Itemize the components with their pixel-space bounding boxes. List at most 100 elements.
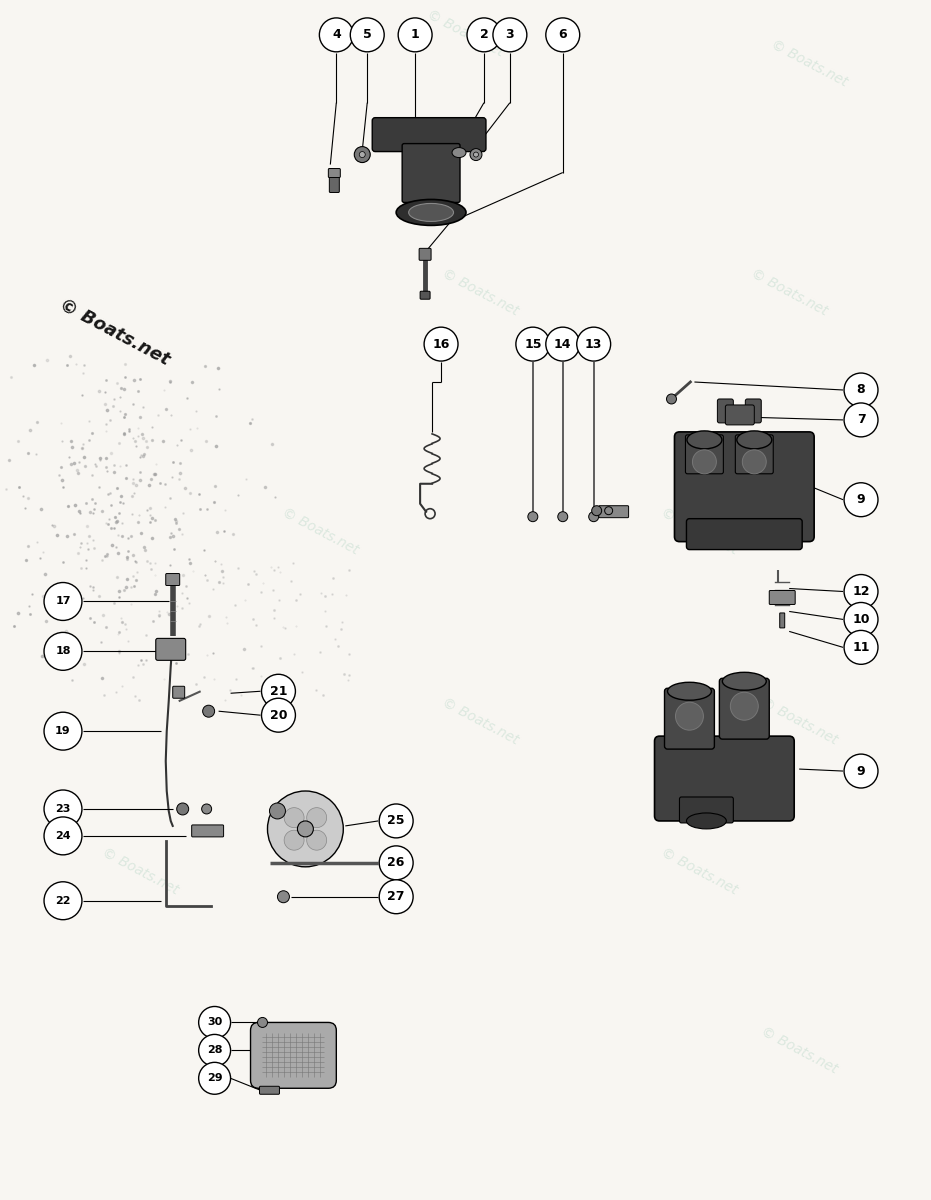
- Point: [111, 624, 126, 643]
- Point: [2, 450, 17, 469]
- Point: [152, 605, 167, 624]
- Text: © Boats.net: © Boats.net: [279, 505, 361, 558]
- Point: [133, 470, 148, 490]
- Point: [129, 562, 144, 581]
- Point: [165, 468, 180, 487]
- Point: [99, 401, 114, 420]
- Point: [79, 534, 94, 553]
- Circle shape: [576, 328, 611, 361]
- Point: [277, 618, 292, 637]
- Circle shape: [198, 1007, 231, 1038]
- Circle shape: [262, 674, 295, 708]
- Point: [55, 553, 70, 572]
- Point: [163, 372, 178, 391]
- Point: [111, 524, 126, 544]
- Point: [0, 480, 13, 499]
- Point: [133, 408, 148, 427]
- Point: [27, 355, 42, 374]
- Point: [242, 413, 257, 432]
- Point: [192, 616, 207, 635]
- Point: [124, 504, 139, 523]
- Text: © Boats.net: © Boats.net: [425, 7, 506, 59]
- Point: [228, 595, 243, 614]
- Point: [72, 502, 87, 521]
- Point: [162, 372, 177, 391]
- Point: [193, 614, 208, 634]
- Point: [192, 500, 207, 520]
- Point: [342, 666, 357, 685]
- FancyBboxPatch shape: [419, 248, 431, 260]
- Point: [87, 538, 101, 557]
- Point: [136, 428, 151, 448]
- Point: [185, 562, 200, 581]
- Point: [124, 527, 139, 546]
- Point: [73, 644, 88, 664]
- Point: [74, 385, 89, 404]
- Point: [253, 637, 268, 656]
- Point: [73, 503, 88, 522]
- Point: [272, 590, 287, 610]
- Circle shape: [297, 821, 314, 836]
- Point: [178, 577, 193, 596]
- Point: [120, 541, 135, 560]
- Point: [308, 680, 323, 700]
- Point: [317, 601, 332, 620]
- Point: [169, 654, 183, 673]
- Circle shape: [258, 1018, 267, 1027]
- Point: [99, 449, 114, 468]
- Point: [231, 485, 246, 504]
- Point: [148, 584, 163, 604]
- Ellipse shape: [284, 830, 304, 850]
- Point: [124, 577, 139, 596]
- Point: [106, 455, 121, 474]
- Point: [126, 566, 141, 586]
- Point: [133, 370, 148, 389]
- Point: [88, 457, 103, 476]
- Point: [63, 455, 78, 474]
- Point: [92, 587, 107, 606]
- Point: [197, 356, 212, 376]
- Point: [112, 643, 127, 662]
- Ellipse shape: [284, 808, 304, 828]
- Point: [38, 612, 53, 631]
- Point: [267, 487, 282, 506]
- Point: [163, 488, 178, 508]
- Point: [210, 523, 225, 542]
- FancyBboxPatch shape: [599, 505, 628, 517]
- Point: [148, 510, 163, 529]
- Point: [317, 586, 332, 605]
- Point: [238, 469, 253, 488]
- Point: [197, 565, 212, 584]
- Point: [98, 383, 113, 402]
- Point: [112, 623, 127, 642]
- Point: [80, 516, 95, 535]
- Point: [48, 577, 63, 596]
- Point: [152, 606, 167, 625]
- Point: [36, 587, 51, 606]
- Point: [109, 512, 124, 532]
- Circle shape: [492, 18, 527, 52]
- Point: [217, 500, 232, 520]
- Point: [167, 539, 182, 558]
- Point: [102, 410, 117, 430]
- Text: 19: 19: [55, 726, 71, 736]
- Point: [72, 452, 87, 472]
- Point: [79, 550, 94, 569]
- Point: [106, 593, 121, 612]
- Point: [200, 570, 215, 589]
- Circle shape: [198, 1034, 231, 1067]
- Point: [142, 553, 157, 572]
- Text: © Boats.net: © Boats.net: [768, 37, 850, 89]
- Text: 10: 10: [852, 613, 870, 626]
- Point: [61, 448, 76, 467]
- Circle shape: [844, 373, 878, 407]
- Point: [20, 488, 35, 508]
- Point: [20, 536, 35, 556]
- Point: [76, 654, 91, 673]
- Text: 14: 14: [554, 337, 572, 350]
- Text: 21: 21: [270, 685, 287, 697]
- Point: [256, 574, 271, 593]
- Point: [144, 509, 159, 528]
- Point: [237, 590, 252, 610]
- Text: 23: 23: [55, 804, 71, 814]
